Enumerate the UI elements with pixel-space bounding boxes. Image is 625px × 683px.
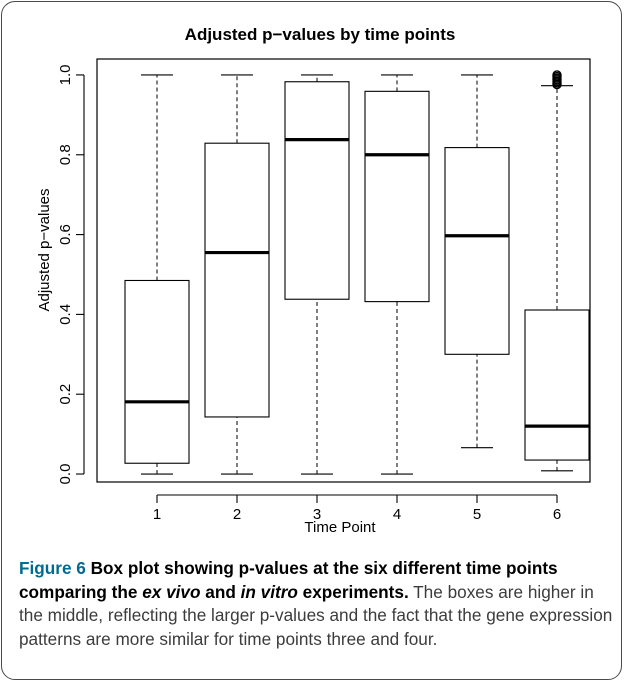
caption-italic-1: ex vivo — [142, 581, 201, 602]
x-axis-label: Time Point — [304, 519, 376, 536]
caption-bold-3: experiments. — [297, 581, 409, 602]
box-iqr — [204, 142, 270, 418]
box-iqr — [284, 81, 350, 300]
y-tick-label: 0.8 — [57, 144, 74, 165]
box-iqr — [524, 309, 590, 461]
outlier-point — [552, 70, 562, 80]
y-tick-label: 0.6 — [57, 224, 74, 245]
figure-label: Figure 6 — [19, 558, 86, 578]
caption-bold-2: and — [200, 581, 241, 602]
y-tick-label: 0.0 — [57, 464, 74, 485]
box-iqr — [364, 90, 430, 303]
box-iqr — [124, 279, 190, 464]
caption-bold-1: Box plot showing p-values at the six dif… — [19, 558, 558, 602]
y-axis-label: Adjusted p−values — [36, 188, 53, 311]
plot-area-border — [96, 58, 591, 483]
boxplot-chart: Adjusted p−values by time points Time Po… — [36, 25, 591, 536]
box-iqr — [444, 147, 510, 355]
chart-title: Adjusted p−values by time points — [185, 25, 456, 44]
y-tick-label: 0.4 — [57, 304, 74, 325]
caption-italic-2: in vitro — [240, 581, 298, 602]
x-tick-label: 6 — [553, 506, 561, 523]
figure-caption: Figure 6 Box plot showing p-values at th… — [19, 557, 613, 651]
x-tick-label: 4 — [393, 506, 401, 523]
caption-body: The boxes are higher in the middle, refl… — [19, 581, 613, 649]
x-tick-label: 1 — [153, 506, 161, 523]
x-tick-label: 5 — [473, 506, 481, 523]
y-tick-label: 0.2 — [57, 384, 74, 405]
x-tick-label: 2 — [233, 506, 241, 523]
x-tick-label: 3 — [313, 506, 321, 523]
y-tick-label: 1.0 — [57, 65, 74, 86]
